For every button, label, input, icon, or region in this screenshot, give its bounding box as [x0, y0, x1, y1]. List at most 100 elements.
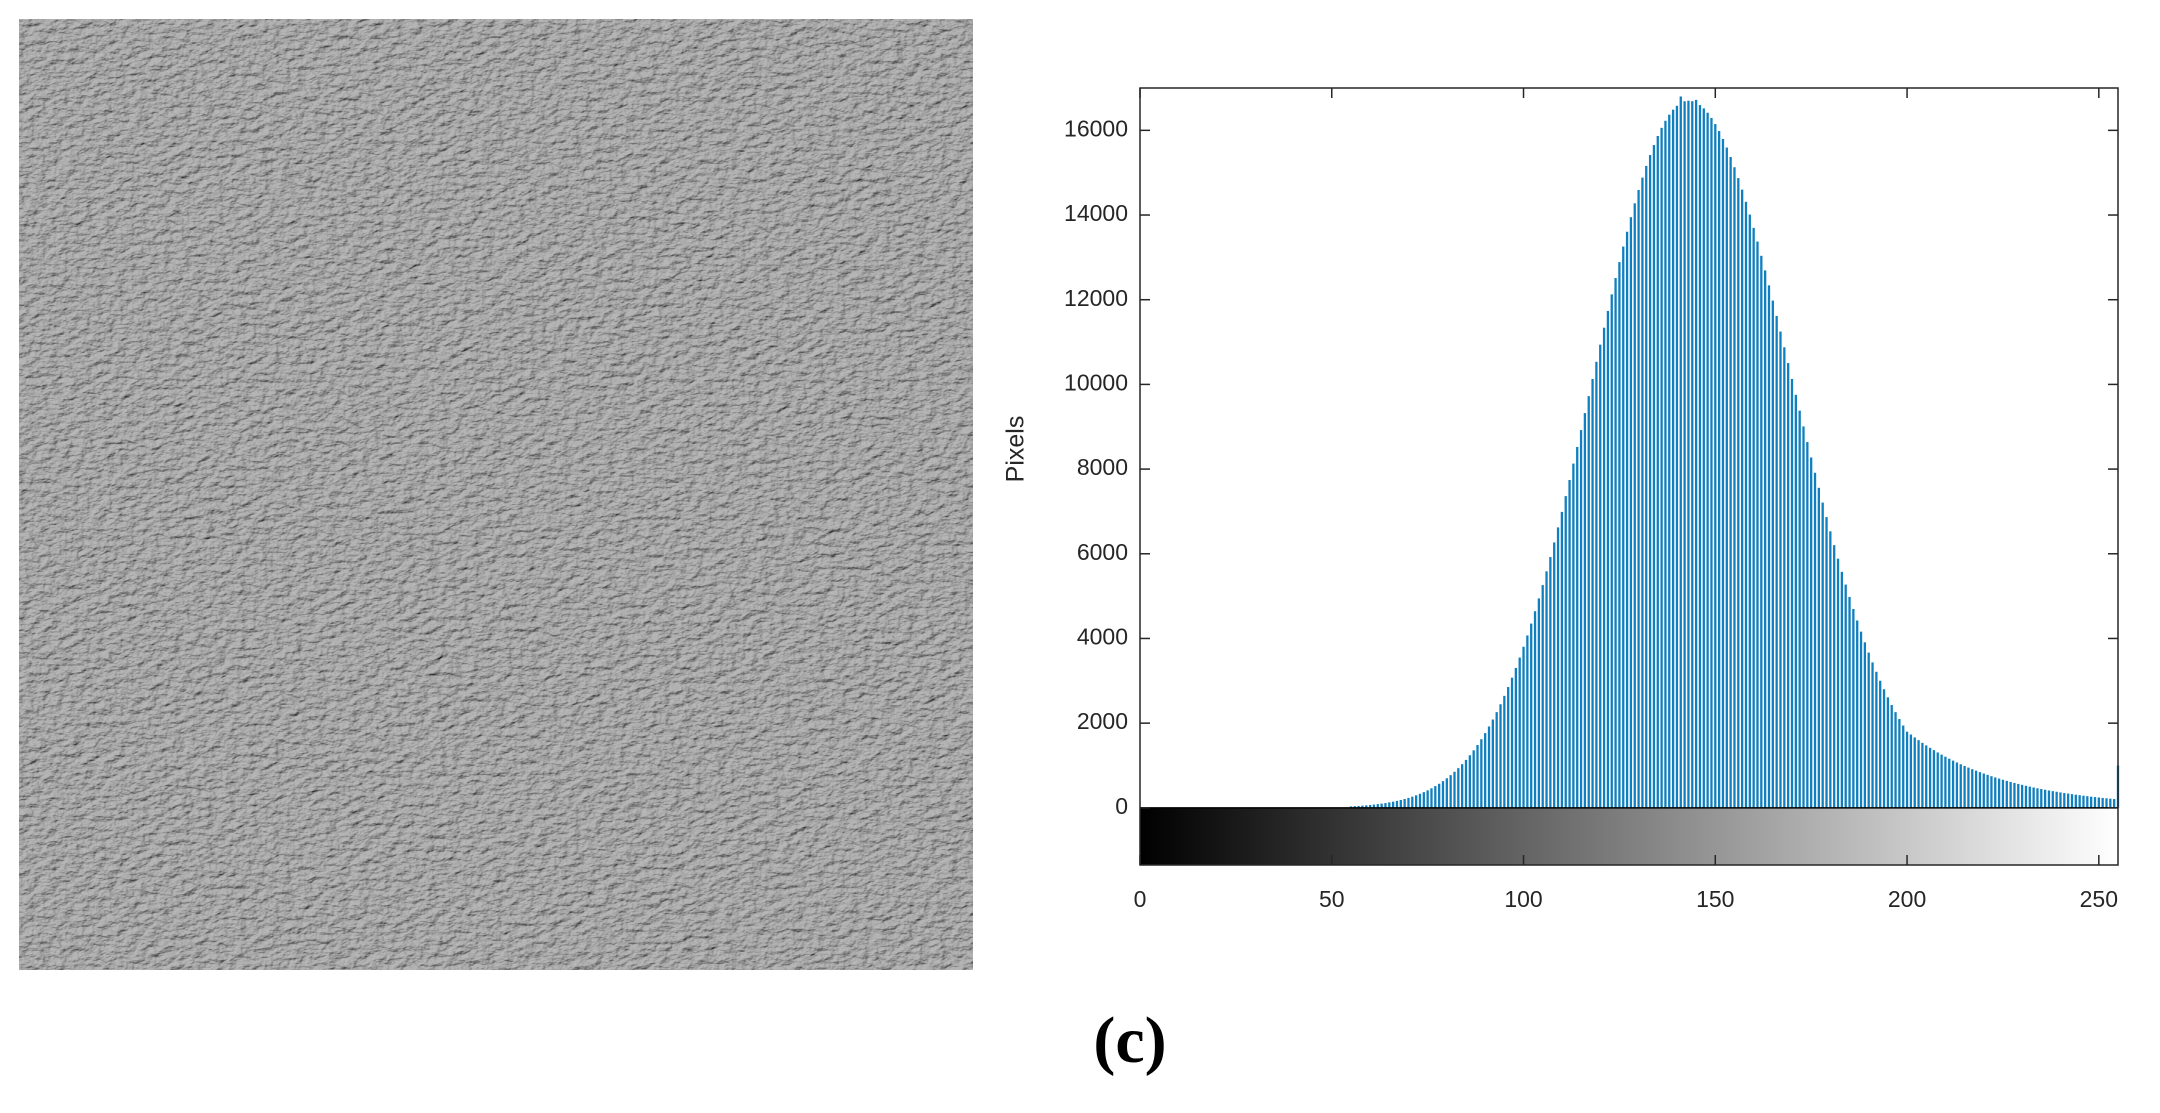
bar — [1790, 378, 1794, 808]
bar — [1384, 803, 1387, 808]
bar — [1787, 363, 1790, 808]
y-tick-label: 4000 — [1077, 624, 1128, 650]
bar — [1606, 310, 1610, 808]
bar — [1810, 457, 1813, 808]
bar — [1434, 786, 1437, 808]
bar — [1583, 413, 1587, 808]
bar — [1806, 442, 1809, 808]
bar — [1928, 747, 1932, 808]
bar — [1414, 795, 1418, 808]
bar — [1694, 99, 1698, 808]
bar — [1733, 167, 1736, 808]
bar — [1856, 620, 1859, 808]
bar — [1652, 145, 1656, 808]
bar — [1418, 793, 1422, 808]
bar — [1368, 804, 1372, 808]
bar — [2005, 780, 2008, 808]
bar — [1595, 361, 1598, 808]
bar — [1380, 803, 1383, 808]
bar — [1879, 680, 1882, 808]
bar — [1955, 762, 1959, 808]
bar — [1549, 557, 1552, 808]
x-tick-label: 0 — [1134, 886, 1147, 912]
bar — [2086, 796, 2089, 808]
bar — [1767, 285, 1771, 808]
bar — [1852, 608, 1855, 808]
bar — [1714, 124, 1717, 808]
y-tick-label: 14000 — [1064, 200, 1128, 226]
bar — [1622, 246, 1625, 808]
bar — [1376, 804, 1379, 808]
bar — [1664, 120, 1667, 808]
bar — [1533, 611, 1537, 808]
bar — [1453, 771, 1456, 808]
bar — [1637, 190, 1640, 808]
bar — [1990, 776, 1993, 808]
bar — [2082, 795, 2085, 808]
bar — [1656, 135, 1659, 808]
bar — [1591, 378, 1594, 808]
bar — [1541, 585, 1544, 808]
bar — [1764, 270, 1767, 808]
bar — [1775, 315, 1778, 808]
bar — [2028, 786, 2031, 808]
bar — [1395, 800, 1399, 808]
bar — [1683, 101, 1686, 808]
bar — [1859, 631, 1863, 808]
bar — [1507, 687, 1510, 808]
bar — [1925, 745, 1928, 808]
bar — [2017, 783, 2020, 808]
bar — [1706, 112, 1709, 808]
bar — [1645, 165, 1648, 808]
bar — [1675, 105, 1679, 808]
bar — [1748, 214, 1751, 808]
bar — [2113, 799, 2116, 808]
bar — [1599, 344, 1602, 808]
bar — [1407, 797, 1410, 808]
texture-image — [19, 19, 973, 970]
bar — [1951, 760, 1955, 808]
bar — [1691, 101, 1694, 808]
bar — [1833, 545, 1836, 808]
bar — [2040, 789, 2043, 808]
bar — [2078, 795, 2081, 808]
bar — [1476, 744, 1479, 808]
bar — [1487, 726, 1491, 808]
bar — [1572, 463, 1575, 808]
bar — [1986, 774, 1989, 808]
bar — [1994, 777, 1997, 808]
bar — [1610, 294, 1613, 808]
bar — [1660, 127, 1663, 808]
x-tick-label: 100 — [1504, 886, 1542, 912]
bar — [1553, 542, 1556, 808]
bar — [1974, 770, 1978, 808]
bar — [1480, 739, 1483, 808]
x-tick-label: 200 — [1888, 886, 1926, 912]
bar — [1997, 778, 2001, 808]
bar — [1813, 472, 1817, 808]
bar — [1844, 584, 1847, 808]
bar — [1426, 790, 1429, 808]
bar — [2059, 792, 2062, 808]
bar — [1438, 783, 1441, 808]
bar — [1944, 756, 1947, 808]
bar — [1871, 662, 1874, 808]
bar — [1399, 800, 1402, 808]
bar — [1614, 278, 1617, 808]
bar — [1518, 657, 1521, 808]
bar — [2009, 781, 2012, 808]
bar — [1560, 511, 1564, 808]
bar — [1514, 667, 1518, 808]
bar — [2101, 797, 2104, 808]
bar — [1510, 677, 1514, 808]
bar — [1978, 772, 1982, 808]
bar — [1587, 396, 1590, 808]
bar — [1495, 712, 1498, 808]
bar — [1449, 775, 1452, 808]
bar — [2020, 784, 2024, 808]
bar — [1556, 527, 1560, 808]
bar — [1391, 801, 1395, 808]
bar — [1798, 410, 1801, 808]
bar — [1629, 217, 1633, 808]
bar — [2066, 793, 2070, 808]
